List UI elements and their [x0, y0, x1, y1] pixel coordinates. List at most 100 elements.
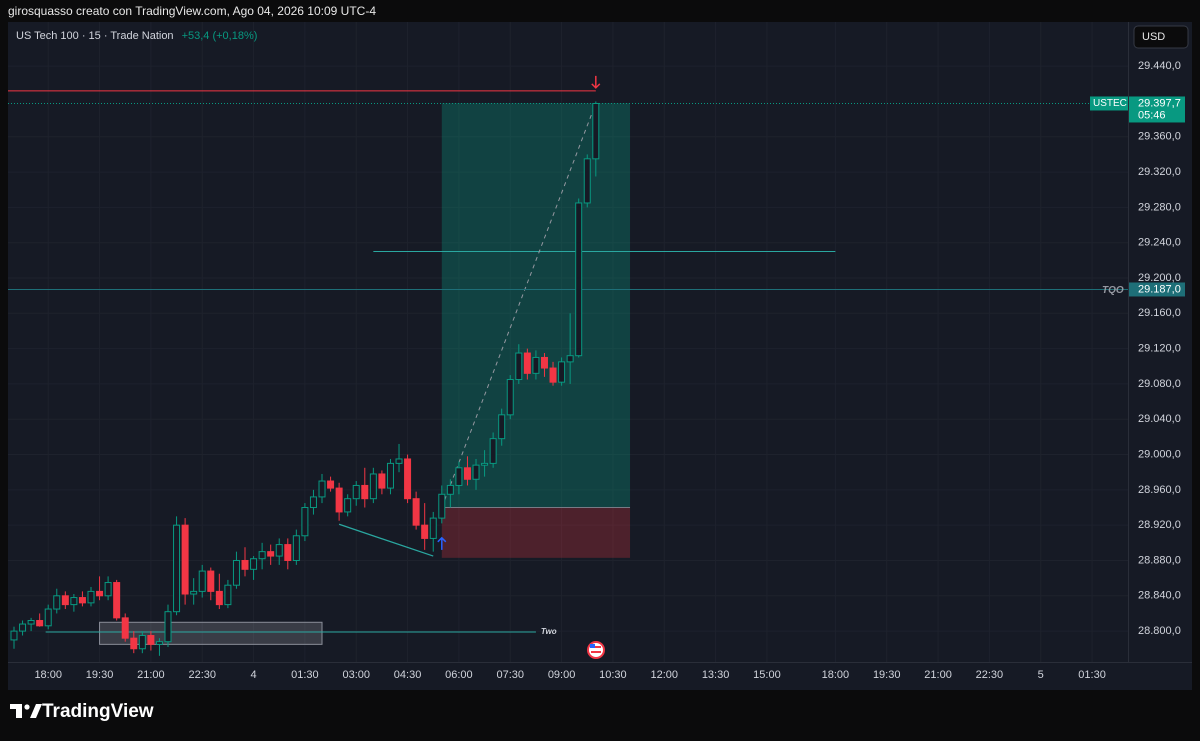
candle-body: [78, 597, 86, 604]
projection: [441, 103, 597, 508]
candle-body: [267, 551, 275, 557]
y-tick-label: 29.080,0: [1138, 378, 1181, 390]
y-tick-label: 29.360,0: [1138, 131, 1181, 143]
candle-body: [164, 611, 172, 643]
currency[interactable]: USD: [1142, 31, 1165, 43]
x-tick-label: 18:00: [822, 669, 850, 681]
candle-body: [232, 559, 240, 586]
candle-body: [515, 352, 523, 381]
price-tag: [1129, 282, 1185, 297]
candle-body: [429, 517, 437, 539]
candle-body: [463, 467, 471, 480]
x-tick-label: 03:00: [342, 669, 370, 681]
candle-body: [36, 620, 44, 627]
candle-body: [378, 473, 386, 489]
candle-body: [207, 570, 215, 592]
y-tick-label: 28.800,0: [1138, 625, 1181, 637]
x-tick-label: 21:00: [137, 669, 165, 681]
price-tag: [1129, 96, 1185, 123]
candle-body: [327, 480, 335, 489]
candle-body: [301, 507, 309, 537]
candle-body: [361, 484, 369, 500]
candle-body: [53, 595, 61, 610]
candle-body: [438, 493, 446, 519]
credit: girosquasso creato con TradingView.com, …: [8, 4, 376, 18]
candle-body: [583, 158, 591, 204]
sell-arrow: [591, 75, 601, 89]
x-tick-label: 22:30: [976, 669, 1004, 681]
logo: [10, 704, 42, 718]
candle-body: [87, 590, 95, 604]
candle-body: [198, 570, 206, 592]
change: +53,4 (+0,18%): [182, 30, 258, 42]
candle-body: [104, 582, 112, 597]
buy-arrow: [437, 536, 447, 550]
candle-body: [19, 623, 27, 632]
y-tick-label: 29.160,0: [1138, 307, 1181, 319]
candle-body: [549, 367, 557, 383]
profit-zone: [441, 103, 631, 508]
candle-body: [138, 635, 146, 650]
candle-body: [44, 608, 52, 627]
y-tick-label: 29.320,0: [1138, 166, 1181, 178]
candle-body: [130, 637, 138, 650]
x-tick-label: 12:00: [650, 669, 678, 681]
plot: 29.440,0 29.360,0 29.320,0 29.280,0 29.240,0…: [8, 22, 1185, 681]
y-tick-label: 29.240,0: [1138, 237, 1181, 249]
candle-body: [96, 590, 104, 597]
candle-body: [506, 379, 514, 416]
loss-zone: [441, 507, 631, 558]
candle-body: [575, 202, 583, 357]
y-tick-label: 29.120,0: [1138, 343, 1181, 355]
y-tick-label: 29.280,0: [1138, 201, 1181, 213]
candle-body: [121, 617, 129, 639]
candle-body: [352, 484, 360, 500]
symbol: US Tech 100 · 15 · Trade Nation: [16, 30, 174, 42]
countdown: 05:46: [1138, 109, 1166, 121]
candle-body: [481, 462, 489, 466]
x-tick-label: 01:30: [291, 669, 319, 681]
candle-body: [173, 524, 181, 613]
x-tick-label: 4: [250, 669, 256, 681]
candle-body: [181, 524, 189, 595]
y-tick-label: 28.880,0: [1138, 554, 1181, 566]
currency-button[interactable]: [1133, 25, 1189, 49]
candle-body: [113, 582, 121, 619]
candle-body: [592, 102, 600, 160]
candle-body: [540, 356, 548, 369]
candle-body: [523, 352, 531, 374]
x-tick-label: 5: [1038, 669, 1044, 681]
x-tick-label: 01:30: [1078, 669, 1106, 681]
x-tick-label: 09:00: [548, 669, 576, 681]
axis-line: [8, 662, 1192, 663]
trendline: [338, 523, 434, 557]
price-tag-label: 29.187,0: [1138, 283, 1181, 295]
y-tick-label: 28.920,0: [1138, 519, 1181, 531]
x-tick-label: 13:30: [702, 669, 730, 681]
name-tag: [1090, 96, 1128, 111]
x-tick-label: 04:30: [394, 669, 422, 681]
x-tick-label: 18:00: [34, 669, 62, 681]
zone: [99, 621, 323, 645]
name-tag-label: TQO: [1102, 285, 1124, 296]
x-tick-label: 19:30: [873, 669, 901, 681]
x-tick-label: 07:30: [496, 669, 524, 681]
candle-body: [412, 498, 420, 526]
x-tick-label: 22:30: [188, 669, 216, 681]
candle-body: [558, 361, 566, 383]
name-tag-label: USTEC: [1093, 98, 1127, 109]
brand: TradingView: [42, 701, 154, 722]
candle-body: [70, 597, 78, 606]
candle-body: [61, 595, 69, 606]
y-tick-label: 29.000,0: [1138, 448, 1181, 460]
x-tick-label: 19:30: [86, 669, 114, 681]
candle-body: [215, 590, 223, 606]
candle-body: [532, 356, 540, 374]
candle-body: [455, 467, 463, 486]
x-tick-label: 15:00: [753, 669, 781, 681]
y-tick-label: 28.840,0: [1138, 590, 1181, 602]
candle-body: [155, 641, 163, 645]
candle-body: [395, 458, 403, 464]
